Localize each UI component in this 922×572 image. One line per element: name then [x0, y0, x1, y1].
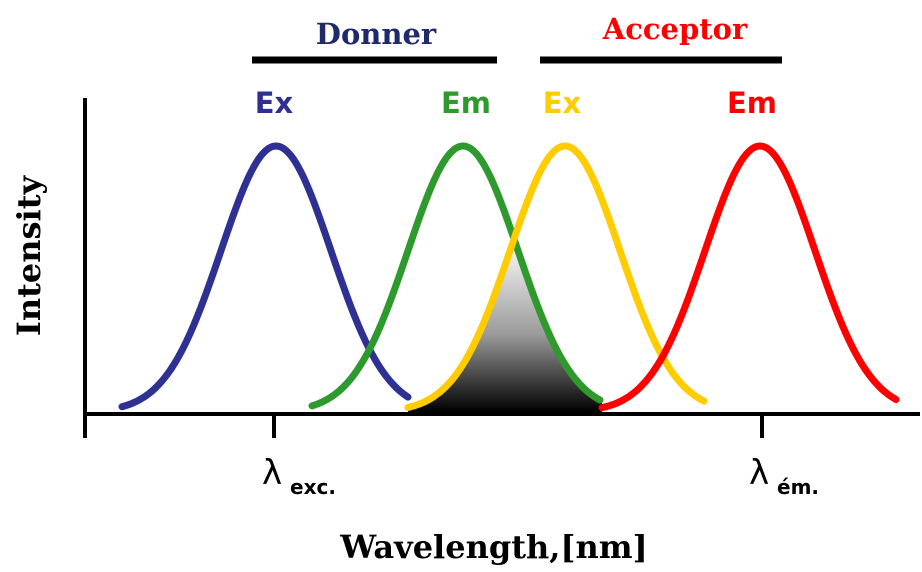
donor-group-label: Donner	[316, 17, 437, 51]
acceptor-group-label: Acceptor	[602, 12, 748, 46]
donor-excitation-curve	[118, 142, 412, 411]
excitation-lambda-subscript: exc.	[290, 475, 336, 499]
y-axis-title: Intensity	[10, 175, 48, 337]
emission-lambda-subscript: ém.	[777, 475, 819, 499]
acceptor-emission-label: Em	[727, 86, 777, 120]
x-axis-title: Wavelength,[nm]	[339, 528, 648, 566]
acceptor-excitation-label: Ex	[543, 86, 582, 120]
emission-lambda-symbol: λ	[749, 453, 769, 493]
spectral-overlap-area	[408, 239, 602, 412]
excitation-lambda-symbol: λ	[262, 453, 282, 493]
donor-emission-label: Em	[441, 86, 491, 120]
donor-emission-curve	[308, 142, 604, 410]
acceptor-emission-curve	[598, 142, 900, 412]
acceptor-excitation-curve	[404, 142, 708, 411]
donor-excitation-label: Ex	[255, 86, 294, 120]
